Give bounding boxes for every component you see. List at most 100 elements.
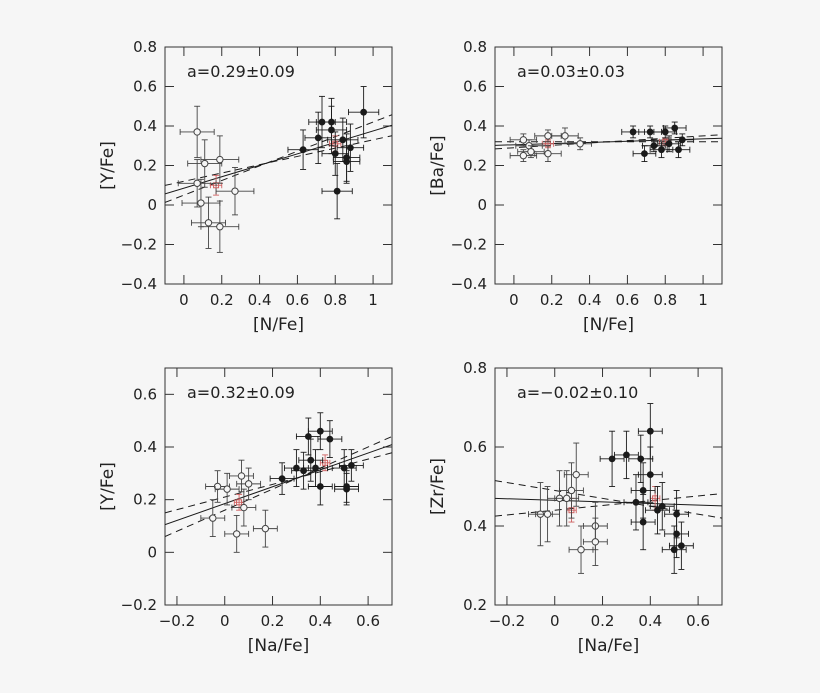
slope-annotation: a=−0.02±0.10 [517,383,638,402]
filled-marker [299,146,307,154]
filled-point [668,521,694,570]
data-marks [165,412,392,553]
y-tick-label: 0.4 [133,117,157,135]
filled-marker [623,451,630,459]
x-tick-label: 0 [179,291,189,309]
open-point [205,470,230,503]
y-tick-label: 0.2 [133,157,157,175]
x-tick-label: 0.2 [540,291,564,309]
x-tick-label: 0 [509,291,519,309]
open-marker [204,219,213,227]
y-tick-label: 0.6 [463,438,487,456]
fit-line-dashed [165,114,392,203]
open-point [554,470,580,527]
fit-line-dashed [165,452,392,514]
filled-marker [343,485,350,493]
fit-line-dashed [165,135,392,186]
open-point [563,442,589,507]
open-marker [216,155,224,164]
open-point [177,159,217,208]
filled-marker [661,128,669,136]
y-tick-label: 0.8 [133,38,157,56]
x-tick-label: 0.6 [285,291,309,309]
slope-annotation: a=0.03±0.03 [517,62,625,81]
x-tick-label: 0.8 [323,291,347,309]
filled-marker [658,502,666,510]
filled-marker [671,124,679,132]
filled-point [348,86,380,139]
filled-point [269,462,295,495]
open-marker [237,472,246,480]
y-tick-label: 0 [147,543,157,561]
plot-frame [494,46,723,285]
y-tick-label: 0.8 [463,359,487,377]
open-point [191,196,226,249]
x-axis-label: [Na/Fe] [578,636,639,656]
x-tick-label: 0.8 [653,291,677,309]
y-tick-label: 0.2 [463,157,487,175]
x-tick-label: 0.6 [356,612,380,630]
plot-frame [494,367,723,606]
x-axis-label: [Na/Fe] [248,636,309,656]
filled-point [334,472,359,506]
filled-marker [654,506,661,514]
open-marker [561,132,569,140]
panel-4: −0.2 0 0.2 0.4 0.6 0.2 0.4 0.6 0.8 [Na/Fe] [Zr/Fe]… [428,359,723,656]
open-point [200,135,240,184]
data-marks [165,86,392,253]
filled-marker [632,498,640,506]
y-tick-label: 0.8 [463,38,487,56]
data-marks [495,403,722,574]
filled-point [664,509,689,559]
y-tick-label: −0.2 [451,236,487,254]
open-marker [193,128,201,136]
filled-point [599,430,625,487]
filled-marker [646,427,654,435]
open-marker [223,485,231,493]
mean-point [236,499,243,506]
plot-frame [164,46,393,285]
y-tick-label: −0.4 [451,275,487,293]
open-marker [527,147,535,156]
filled-marker [639,487,647,494]
x-tick-label: −0.2 [159,612,195,630]
x-tick-label: 0 [220,612,230,630]
open-marker [543,510,552,518]
open-marker [261,524,270,533]
open-point [517,145,545,159]
filled-point [332,133,361,182]
filled-marker [331,150,339,158]
filled-point [317,420,343,458]
filled-marker [641,150,648,158]
open-point [224,515,250,553]
y-axis-label: [Zr/Fe] [428,458,448,515]
fit-line-dashed [165,436,392,537]
fit-line-dashed [495,493,722,517]
x-tick-label: 0.4 [248,291,272,309]
open-marker [201,159,209,168]
open-marker [544,149,552,158]
open-point [534,145,562,163]
y-tick-label: 0.2 [463,596,487,614]
filled-marker [675,146,682,154]
filled-marker [316,427,324,435]
x-axis-label: [N/Fe] [583,315,634,335]
filled-point [336,123,365,172]
filled-marker [328,118,335,126]
filled-marker [304,433,312,440]
y-tick-label: 0.4 [133,438,157,456]
filled-point [338,449,364,482]
plot-frame [164,367,393,606]
filled-marker [314,134,322,142]
filled-marker [312,464,319,472]
open-marker [197,199,205,207]
open-marker [567,486,576,495]
y-tick-label: 0.4 [463,517,487,535]
open-point [214,472,240,506]
data-marks [495,121,722,163]
filled-point [662,121,687,135]
filled-marker [608,455,616,463]
filled-point [298,438,324,482]
panel-2: 0 0.2 0.4 0.6 0.8 1 −0.4 −0.2 0 0.2 0.4 0.6 0.8 [N/Fe… [428,38,723,335]
open-point [582,517,608,566]
